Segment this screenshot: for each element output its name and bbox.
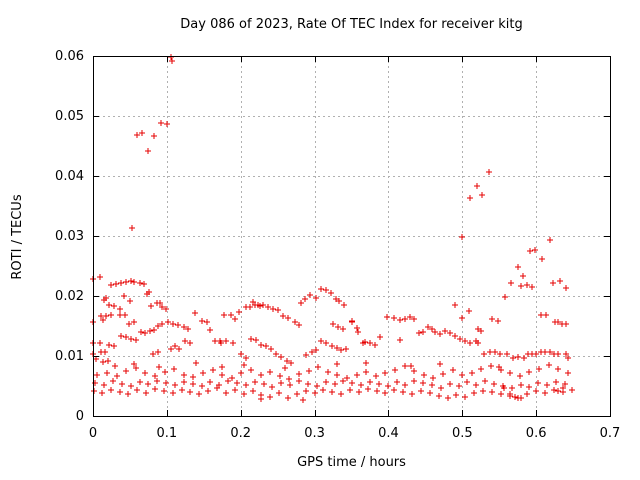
x-tick-label: 0.2: [230, 426, 252, 441]
y-tick-label: 0.04: [55, 169, 84, 184]
x-tick-label: 0.7: [599, 426, 621, 441]
data-points: [90, 54, 575, 403]
x-tick-label: 0: [88, 426, 98, 441]
x-tick-label: 0.1: [156, 426, 178, 441]
y-tick-label: 0.06: [55, 49, 84, 64]
x-tick-label: 0.5: [451, 426, 473, 441]
chart-title: Day 086 of 2023, Rate Of TEC Index for r…: [180, 17, 523, 32]
x-tick-label: 0.6: [525, 426, 547, 441]
y-tick-label: 0.05: [55, 109, 84, 124]
y-tick-label: 0.03: [55, 229, 84, 244]
x-tick-label: 0.3: [304, 426, 325, 441]
x-axis-title: GPS time / hours: [297, 455, 406, 470]
y-tick-label: 0.02: [55, 289, 84, 304]
y-tick-label: 0: [75, 409, 84, 424]
y-tick-label: 0.01: [55, 349, 84, 364]
x-tick-label: 0.4: [378, 426, 399, 441]
plot-border: [93, 56, 611, 417]
